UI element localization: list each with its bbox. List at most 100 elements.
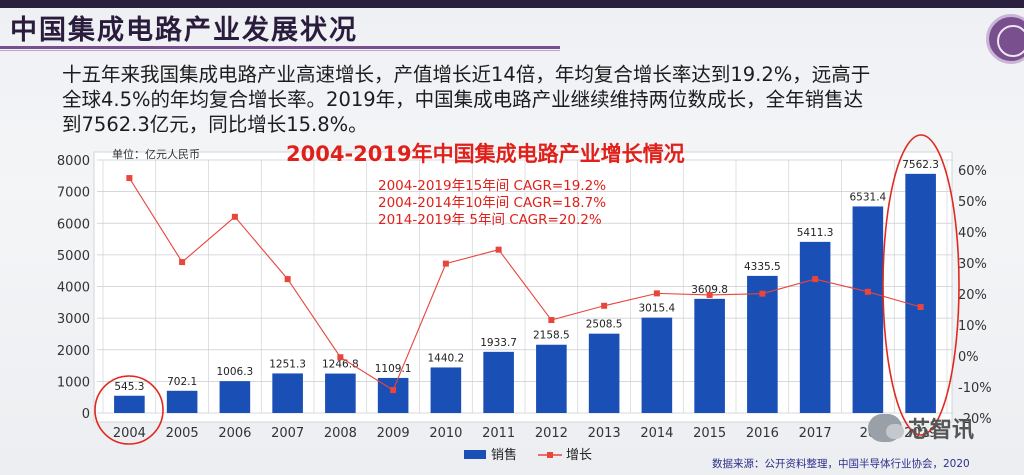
highlight-ellipse-2019: [882, 134, 960, 436]
sales-bar: [747, 275, 778, 413]
wechat-icon: [868, 414, 904, 442]
summary-line: 全球4.5%的年均复合增长率。2019年，中国集成电路产业继续维持两位数成长，全…: [62, 88, 864, 111]
summary-line: 到7562.3亿元，同比增长15.8%。: [62, 113, 368, 136]
sales-bar: [852, 206, 884, 413]
left-axis-tick-label: 3000: [57, 312, 90, 327]
sales-bar: [114, 395, 145, 413]
left-axis-tick-label: 1000: [57, 375, 90, 390]
sales-bar-value-label: 5411.3: [797, 227, 834, 239]
x-axis-tick-label: 2006: [218, 426, 251, 441]
chart-legend: 销售 增长: [464, 447, 592, 463]
growth-line-series: [126, 175, 924, 394]
legend-label-sales: 销售: [491, 447, 517, 463]
sales-bar-value-label: 6531.4: [850, 191, 887, 203]
growth-point: [759, 290, 766, 297]
x-axis-ticks: 2004 2005 2006 2007 2008 2009 2010 2011 2012 2013…: [113, 426, 937, 441]
sales-bar: [166, 390, 198, 413]
left-axis-ticks: 0 1000 2000 3000 4000 5000 6000 7000 8000: [57, 154, 90, 422]
growth-point: [706, 291, 713, 298]
right-axis-tick-label: 10%: [958, 319, 987, 334]
sales-bar: [483, 351, 514, 413]
watermark-text: 芯智讯: [908, 418, 975, 443]
right-axis-tick-label: 50%: [958, 195, 987, 210]
growth-point: [442, 260, 449, 267]
sales-bar-value-label: 1109.1: [375, 363, 412, 375]
x-axis-tick-label: 2014: [640, 426, 673, 441]
legend-bar-swatch: [464, 450, 486, 459]
unit-label: 单位：亿元人民币: [112, 147, 200, 161]
growth-point: [126, 175, 133, 182]
sales-bar: [799, 241, 831, 413]
growth-point: [179, 259, 186, 266]
x-axis-tick-label: 2007: [271, 426, 304, 441]
highlight-circle-2004: [94, 375, 164, 445]
sales-bar: [272, 373, 303, 413]
growth-line: [128, 177, 921, 391]
growth-point: [864, 288, 871, 295]
sales-bar: [694, 298, 725, 413]
data-source: 数据来源：公开资料整理，中国半导体行业协会，2020: [712, 458, 970, 470]
x-axis-tick-label: 2004: [113, 426, 146, 441]
right-axis-ticks: -20% -10% 0% 10% 20% 30% 40% 50% 60%: [958, 164, 992, 427]
sales-bar-value-label: 2158.5: [533, 330, 570, 342]
cagr-annotation: 2004-2019年15年间 CAGR=19.2%: [378, 178, 606, 194]
growth-point: [495, 246, 502, 253]
growth-point: [284, 276, 291, 283]
bar-series: [114, 173, 936, 413]
sales-bar-value-label: 1933.7: [480, 337, 517, 349]
x-axis-tick-label: 2011: [482, 426, 515, 441]
growth-point: [231, 213, 238, 220]
right-axis-tick-label: -20%: [958, 412, 992, 427]
cagr-annotation: 2014-2019年 5年间 CAGR=20.2%: [378, 212, 602, 228]
right-axis-tick-label: -10%: [958, 381, 992, 396]
left-axis-tick-label: 5000: [57, 249, 90, 264]
growth-point: [653, 290, 660, 297]
x-axis-tick-label: 2008: [324, 426, 357, 441]
sales-bar: [325, 373, 356, 413]
university-logo: [986, 14, 1024, 64]
sales-bar-value-label: 3015.4: [639, 303, 676, 315]
sales-bar-value-label: 702.1: [167, 376, 197, 388]
growth-point: [548, 317, 555, 324]
sales-bar: [536, 344, 567, 413]
x-axis-tick-label: 2009: [377, 426, 410, 441]
x-axis-tick-label: 2010: [429, 426, 462, 441]
left-axis-tick-label: 2000: [57, 344, 90, 359]
sales-bar-value-label: 1006.3: [217, 366, 254, 378]
legend-line-marker: [547, 452, 553, 458]
slide-title: 中国集成电路产业发展状况: [10, 15, 358, 46]
sales-bar-value-label: 1251.3: [269, 358, 306, 370]
x-axis-tick-label: 2016: [746, 426, 779, 441]
sales-bar-value-label: 1440.2: [428, 352, 465, 364]
right-axis-tick-label: 0%: [958, 350, 979, 365]
growth-point: [337, 354, 344, 361]
sales-bar: [905, 173, 936, 413]
sales-bar-value-label: 2508.5: [586, 319, 623, 331]
cagr-annotation: 2004-2014年10年间 CAGR=18.7%: [378, 195, 606, 211]
right-axis-tick-label: 30%: [958, 257, 987, 272]
title-underline: [0, 46, 560, 49]
right-axis-tick-label: 60%: [958, 164, 987, 179]
x-axis-tick-label: 2015: [693, 426, 726, 441]
title-underline-thin: [0, 50, 560, 51]
sales-bar-value-label: 3609.8: [691, 284, 728, 296]
growth-point: [917, 304, 924, 311]
bar-value-labels: 545.3 702.1 1006.3 1251.3 1246.8 1109.1 1440.2…: [114, 159, 939, 393]
x-axis-tick-label: 2013: [588, 426, 621, 441]
sales-bar: [219, 381, 251, 413]
growth-point: [812, 276, 819, 283]
right-axis-tick-label: 40%: [958, 226, 987, 241]
sales-bar-value-label: 7562.3: [902, 159, 939, 171]
left-axis-tick-label: 0: [82, 407, 90, 422]
legend-label-growth: 增长: [566, 448, 592, 463]
sales-bar: [430, 367, 462, 413]
summary-paragraph: 十五年来我国集成电路产业高速增长，产值增长近14倍，年均复合增长率达到19.2%…: [62, 62, 982, 137]
x-axis-tick-label: 2012: [535, 426, 568, 441]
sales-bar: [641, 317, 673, 413]
left-axis-tick-label: 8000: [57, 154, 90, 169]
logo-ring: [997, 25, 1024, 57]
chart-title: 2004-2019年中国集成电路产业增长情况: [286, 142, 685, 166]
watermark: 芯智讯: [868, 412, 974, 444]
